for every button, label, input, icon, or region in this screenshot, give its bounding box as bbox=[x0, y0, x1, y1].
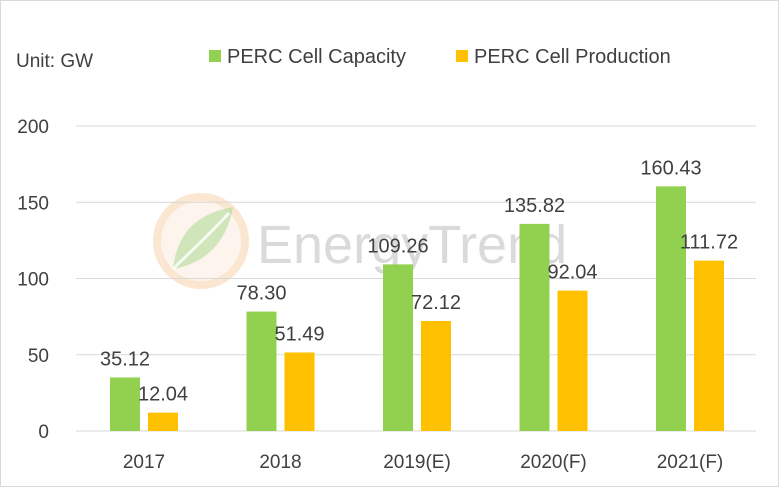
bar-production-2020(F) bbox=[557, 290, 588, 431]
bar-production-2019(E) bbox=[421, 321, 451, 431]
bar-production-2017 bbox=[148, 412, 178, 431]
x-tick-label: 2017 bbox=[123, 452, 165, 473]
data-label: 51.49 bbox=[274, 323, 324, 345]
y-tick-label: 150 bbox=[17, 193, 49, 214]
data-label: 135.82 bbox=[504, 195, 565, 217]
bar-capacity-2021(F) bbox=[656, 186, 686, 431]
legend-swatch-production bbox=[456, 50, 468, 62]
bar-production-2018 bbox=[284, 352, 315, 431]
y-tick-label: 50 bbox=[28, 346, 49, 367]
data-label: 160.43 bbox=[640, 157, 701, 179]
data-label: 35.12 bbox=[100, 348, 150, 370]
bar-production-2021(F) bbox=[694, 260, 724, 431]
data-label: 111.72 bbox=[680, 232, 738, 254]
y-axis-ticks: 0 50 100 150 200 bbox=[17, 117, 49, 443]
data-labels: 35.12 12.04 78.30 51.49 109.26 72.12 135.82 92.… bbox=[100, 157, 738, 405]
legend-item-capacity: PERC Cell Capacity bbox=[209, 46, 406, 68]
x-axis-ticks: 2017 2018 2019(E) 2020(F) 2021(F) bbox=[123, 452, 723, 473]
data-label: 72.12 bbox=[411, 292, 461, 314]
x-tick-label: 2021(F) bbox=[657, 452, 724, 473]
bar-capacity-2019(E) bbox=[383, 264, 413, 431]
data-label: 12.04 bbox=[138, 384, 188, 406]
y-tick-label: 200 bbox=[17, 117, 49, 138]
bar-capacity-2020(F) bbox=[519, 223, 550, 431]
watermark: EnergyTrend bbox=[153, 193, 567, 289]
x-tick-label: 2020(F) bbox=[520, 452, 587, 473]
data-label: 78.30 bbox=[236, 283, 286, 305]
legend-label-production: PERC Cell Production bbox=[474, 46, 671, 68]
data-label: 109.26 bbox=[367, 235, 428, 257]
y-tick-label: 100 bbox=[17, 270, 49, 291]
y-tick-label: 0 bbox=[38, 422, 49, 443]
gridlines bbox=[76, 125, 756, 432]
bars bbox=[110, 186, 724, 431]
legend: PERC Cell Capacity PERC Cell Production bbox=[209, 46, 671, 68]
bar-capacity-2017 bbox=[110, 377, 140, 431]
unit-label: Unit: GW bbox=[16, 51, 93, 72]
data-label: 92.04 bbox=[547, 262, 597, 284]
legend-label-capacity: PERC Cell Capacity bbox=[227, 46, 406, 68]
leaf-logo-icon bbox=[153, 193, 249, 289]
legend-item-production: PERC Cell Production bbox=[456, 46, 671, 68]
legend-swatch-capacity bbox=[209, 50, 221, 62]
x-tick-label: 2019(E) bbox=[383, 452, 451, 473]
bar-capacity-2018 bbox=[246, 311, 277, 431]
x-tick-label: 2018 bbox=[259, 452, 301, 473]
